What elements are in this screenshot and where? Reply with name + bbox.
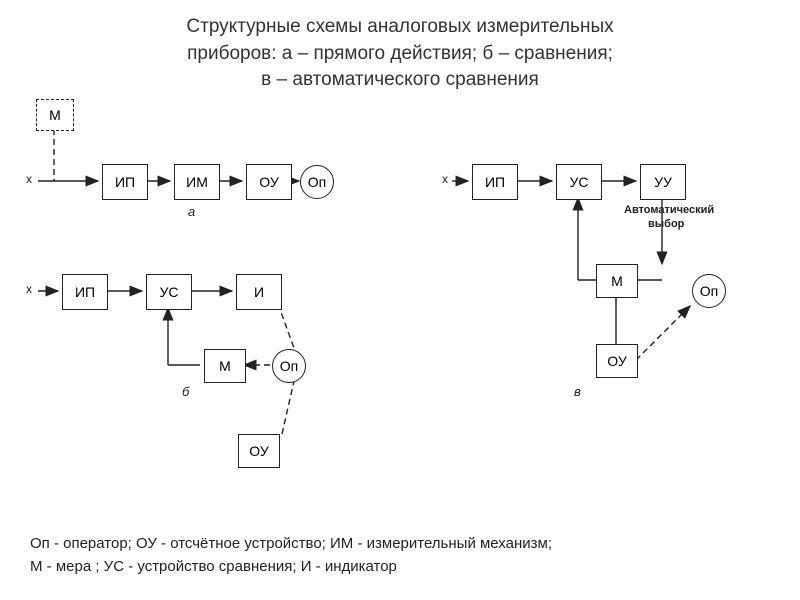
label-lb: б — [182, 384, 189, 399]
label-auto2: выбор — [648, 218, 684, 230]
node-bOn: Оп — [272, 349, 306, 383]
legend-line: Оп - оператор; ОУ - отсчётное устройство… — [30, 532, 800, 555]
node-aIP: ИП — [102, 164, 148, 200]
node-cOn: Оп — [692, 274, 726, 308]
node-cUS: УС — [556, 164, 602, 200]
page-title: Структурные схемы аналоговых измерительн… — [0, 0, 800, 94]
node-bIP: ИП — [62, 274, 108, 310]
diagram-canvas: МИПИМОУОпИПУСИМОпОУИПУСУУМОпОУхххабвАвто… — [0, 94, 800, 524]
node-cIP: ИП — [472, 164, 518, 200]
node-aM: М — [36, 99, 74, 131]
node-aIM: ИМ — [174, 164, 220, 200]
label-la: а — [188, 204, 195, 219]
node-bUS: УС — [146, 274, 192, 310]
label-x3: х — [442, 172, 448, 186]
node-aOn: Оп — [300, 165, 334, 199]
node-cOU: ОУ — [596, 344, 638, 378]
title-line: Структурные схемы аналоговых измерительн… — [0, 14, 800, 41]
title-line: приборов: а – прямого действия; б – срав… — [0, 41, 800, 68]
node-bI: И — [236, 274, 282, 310]
label-lc: в — [574, 384, 581, 399]
node-cM: М — [596, 264, 638, 298]
node-aOU: ОУ — [246, 164, 292, 200]
node-cUU: УУ — [640, 164, 686, 200]
label-auto1: Автоматический — [624, 204, 714, 216]
title-line: в – автоматического сравнения — [0, 67, 800, 94]
node-bOU: ОУ — [238, 434, 280, 468]
label-x2: х — [26, 282, 32, 296]
node-bM: М — [204, 349, 246, 383]
label-x1: х — [26, 172, 32, 186]
legend-line: М - мера ; УС - устройство сравнения; И … — [30, 555, 800, 578]
legend: Оп - оператор; ОУ - отсчётное устройство… — [0, 524, 800, 579]
